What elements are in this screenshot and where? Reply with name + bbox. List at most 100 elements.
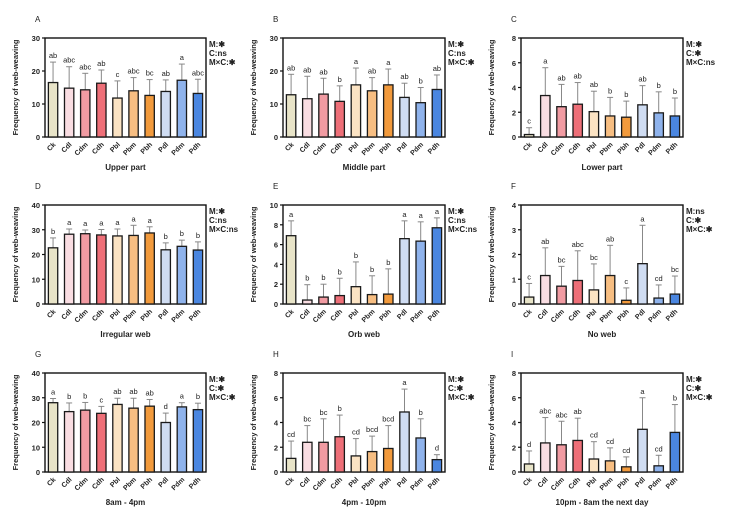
x-tick-label: Pdm	[171, 476, 187, 492]
significance-letter: b	[196, 231, 200, 240]
x-tick-label: Pdl	[634, 141, 647, 154]
significance-letter: ab	[113, 387, 121, 396]
significance-letter: d	[527, 440, 531, 449]
significance-letter: ab	[287, 63, 295, 72]
y-tick-label: 0	[274, 300, 278, 309]
bar-pbl	[350, 84, 362, 138]
bar-pbm	[604, 115, 616, 138]
x-tick-label: Cdm	[550, 476, 566, 492]
x-tick-label: Cdm	[312, 141, 328, 157]
bar-cdh	[96, 412, 107, 473]
y-axis-label: Frequency of web-weaving	[249, 206, 258, 302]
stats-annotation: M×C:✱	[448, 58, 475, 67]
bar-pdm	[653, 297, 665, 305]
y-tick-label: 8	[274, 369, 278, 378]
bar-pdh	[192, 92, 204, 138]
significance-letter: a	[386, 58, 391, 67]
bar-pdl	[160, 249, 172, 305]
x-tick-label: Pdm	[409, 476, 425, 492]
y-tick-label: 10	[270, 201, 278, 210]
x-tick-label: Pbh	[616, 141, 630, 155]
significance-letter: a	[402, 378, 407, 387]
stats-annotation: M:✱	[209, 207, 225, 216]
x-tick-label: Cdl	[299, 308, 312, 321]
x-tick-label: Pdl	[158, 476, 171, 489]
bar-cdm	[556, 444, 567, 473]
x-tick-label: Pbh	[616, 308, 630, 322]
significance-letter: b	[321, 273, 325, 282]
bar-cdh	[572, 279, 584, 305]
significance-letter: bcd	[382, 415, 394, 424]
significance-letter: a	[402, 210, 407, 219]
stats-annotation: M×C:✱	[686, 225, 713, 234]
significance-letter: c	[99, 395, 103, 404]
x-tick-label: Cdh	[568, 308, 583, 323]
bar-pbh	[382, 293, 394, 305]
significance-letter: a	[640, 387, 645, 396]
panel-label: D	[35, 182, 41, 191]
x-tick-label: Cdl	[61, 308, 74, 321]
x-tick-label: Pbm	[361, 141, 377, 157]
y-tick-label: 8	[274, 221, 278, 230]
x-tick-label: Cdh	[568, 141, 583, 156]
panel-g: G Frequency of web-weaving 0 10 20 30 40 a Ck b Cd…	[11, 350, 236, 507]
significance-letter: b	[419, 77, 423, 86]
stats-annotation: M:✱	[686, 40, 702, 49]
y-axis-label: Frequency of web-weaving	[487, 39, 496, 135]
panel-f: F Frequency of web-weaving 0 1 2 3 4 c Ck ab Cdl bc…	[487, 182, 713, 339]
x-tick-label: Cdl	[299, 141, 312, 154]
panel-h: H Frequency of web-weaving 0 2 4 6 8 cd Ck bc Cdl b…	[249, 350, 475, 507]
x-tick-label: Ck	[522, 308, 533, 319]
stats-annotation: C:✱	[448, 384, 463, 393]
significance-letter: ab	[97, 59, 105, 68]
significance-letter: ab	[162, 69, 170, 78]
x-tick-label: Cdh	[330, 141, 345, 156]
bar-pdl	[160, 421, 172, 473]
bar-cdm	[318, 296, 329, 305]
significance-letter: abc	[539, 407, 551, 416]
x-tick-label: Pbh	[378, 308, 392, 322]
y-tick-label: 8	[512, 34, 516, 43]
y-tick-label: 0	[512, 300, 516, 309]
y-tick-label: 10	[32, 275, 40, 284]
significance-letter: b	[51, 227, 55, 236]
stats-annotation: M×C:✱	[686, 393, 713, 402]
significance-letter: a	[419, 211, 424, 220]
y-tick-label: 2	[274, 443, 278, 452]
significance-letter: abc	[63, 56, 75, 65]
x-tick-label: Pdh	[188, 308, 202, 322]
bar-cdm	[318, 441, 329, 473]
bar-pbm	[128, 90, 139, 138]
stats-annotation: M:ns	[686, 207, 705, 216]
bar-pdh	[431, 88, 443, 138]
y-tick-label: 6	[274, 241, 278, 250]
significance-letter: b	[673, 87, 677, 96]
significance-letter: a	[51, 387, 56, 396]
bar-cdl	[301, 98, 313, 138]
bar-pdh	[669, 293, 681, 305]
bar-cdl	[301, 299, 313, 305]
x-tick-label: Pdh	[665, 308, 679, 322]
significance-letter: ab	[590, 80, 598, 89]
y-tick-label: 0	[512, 133, 516, 142]
bar-pbm	[366, 90, 378, 138]
significance-letter: a	[640, 214, 645, 223]
y-tick-label: 30	[32, 226, 40, 235]
x-tick-label: Pdm	[647, 141, 663, 157]
significance-letter: ab	[145, 388, 153, 397]
bar-pdl	[637, 428, 648, 473]
x-tick-label: Pdl	[396, 141, 409, 154]
x-tick-label: Ck	[284, 141, 295, 152]
significance-letter: bc	[303, 415, 311, 424]
x-tick-label: Ck	[522, 141, 533, 152]
bar-cdl	[539, 274, 551, 305]
x-tick-label: Cdm	[74, 476, 90, 492]
significance-letter: c	[527, 272, 531, 281]
x-tick-label: Cdm	[74, 308, 90, 324]
y-axis-label: Frequency of web-weaving	[487, 206, 496, 302]
x-tick-label: Ck	[284, 308, 295, 319]
x-tick-label: Pbh	[140, 141, 154, 155]
x-tick-label: Cdm	[550, 308, 566, 324]
significance-letter: a	[115, 218, 120, 227]
x-tick-label: Cdl	[537, 308, 550, 321]
